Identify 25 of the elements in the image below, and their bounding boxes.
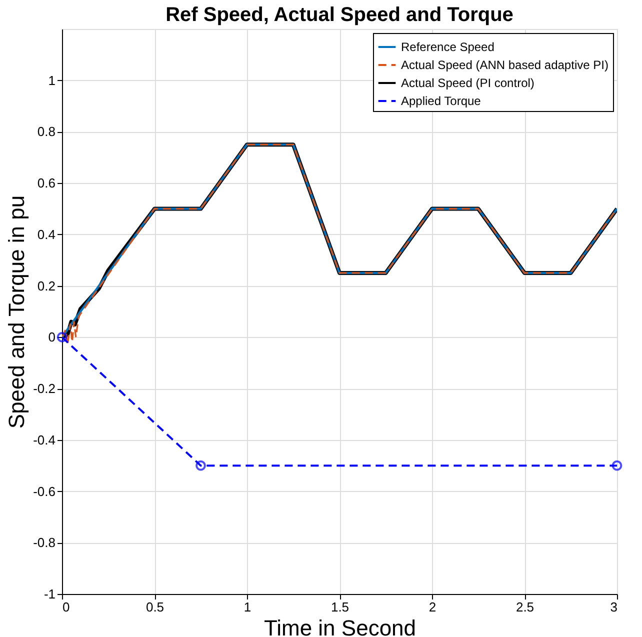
y-axis-title: Speed and Torque in pu: [4, 195, 30, 429]
y-tick-label: -1: [44, 586, 56, 602]
y-tick-label: -0.4: [33, 432, 56, 448]
y-tick-label: 0.8: [37, 124, 56, 140]
x-tick-label: 1.5: [330, 600, 350, 614]
x-axis-title: Time in Second: [264, 616, 416, 637]
x-tick-label: 0: [62, 600, 70, 614]
x-tick-label: 2: [428, 600, 436, 614]
x-tick-label: 1: [244, 600, 252, 614]
legend-label: Actual Speed (PI control): [401, 76, 534, 90]
legend-label: Applied Torque: [401, 94, 482, 108]
chart-title: Ref Speed, Actual Speed and Torque: [166, 4, 514, 26]
y-tick-label: 0.2: [37, 278, 56, 294]
y-tick-label: -0.2: [33, 381, 56, 396]
y-tick-label: -0.6: [33, 484, 56, 499]
y-tick-label: -0.8: [33, 535, 56, 550]
x-tick-label: 3: [610, 600, 618, 614]
y-tick-label: 0.4: [37, 226, 56, 242]
y-tick-label: 1: [48, 72, 56, 88]
x-tick-label: 0.5: [146, 600, 164, 614]
legend-label: Reference Speed: [401, 40, 494, 54]
y-tick-label: 0: [48, 330, 56, 345]
x-tick-label: 2.5: [516, 600, 534, 614]
legend-label: Actual Speed (ANN based adaptive PI): [401, 58, 608, 72]
y-tick-label: 0.6: [37, 176, 56, 191]
